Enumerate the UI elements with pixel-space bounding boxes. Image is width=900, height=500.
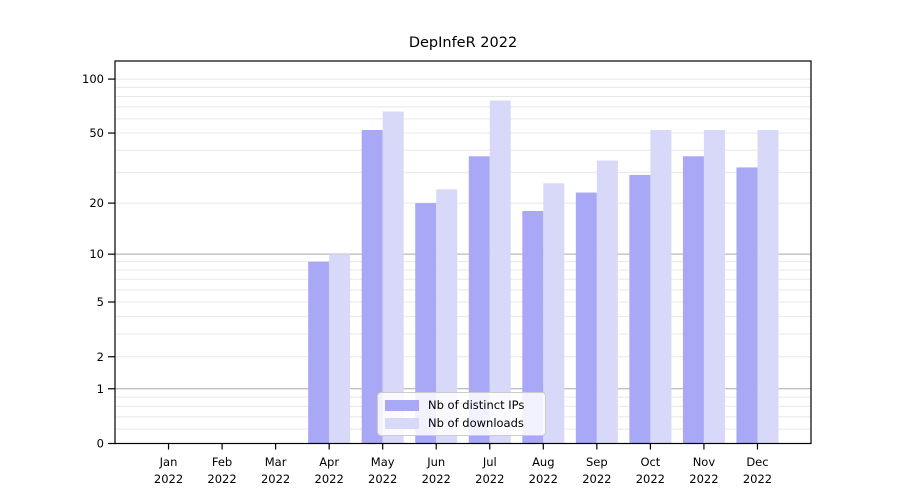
x-tick-label-feb: Feb [212, 455, 232, 469]
bar-nb-of-downloads-jul [489, 100, 511, 444]
y-tick-label-2: 2 [97, 350, 104, 364]
legend-label-distinct-ips: Nb of distinct IPs [428, 398, 525, 412]
bar-nb-of-downloads-aug [543, 183, 565, 444]
bar-nb-of-distinct-ips-apr [308, 261, 330, 444]
x-tick-label-jun: Jun [426, 455, 445, 469]
bar-nb-of-downloads-oct [650, 130, 672, 444]
x-tick-label-year-sep: 2022 [582, 472, 611, 486]
legend-item-downloads: Nb of downloads [385, 416, 538, 430]
bar-nb-of-distinct-ips-dec [736, 167, 758, 444]
legend-item-distinct-ips: Nb of distinct IPs [385, 398, 538, 412]
x-tick-label-year-jun: 2022 [422, 472, 451, 486]
x-tick-label-year-nov: 2022 [689, 472, 718, 486]
bar-nb-of-distinct-ips-may [361, 130, 383, 444]
bar-nb-of-downloads-dec [757, 130, 779, 444]
bars [308, 100, 779, 444]
x-tick-label-year-dec: 2022 [743, 472, 772, 486]
bar-nb-of-distinct-ips-oct [629, 174, 651, 444]
legend-label-downloads: Nb of downloads [428, 416, 524, 430]
x-tick-label-sep: Sep [586, 455, 608, 469]
plot-frame [114, 60, 812, 445]
bar-nb-of-distinct-ips-sep [575, 192, 597, 444]
x-tick-label-apr: Apr [319, 455, 339, 469]
bar-nb-of-downloads-nov [703, 130, 725, 444]
bar-nb-of-distinct-ips-jun [415, 203, 437, 444]
y-axis: 0 1 2 5 10 20 50 100 [82, 72, 115, 451]
bar-nb-of-downloads-may [382, 111, 404, 444]
x-tick-label-year-oct: 2022 [636, 472, 665, 486]
x-tick-label-mar: Mar [265, 455, 287, 469]
y-tick-label-10: 10 [89, 247, 104, 261]
bar-nb-of-downloads-apr [329, 254, 351, 444]
y-tick-label-100: 100 [82, 72, 104, 86]
bar-nb-of-distinct-ips-aug [522, 211, 544, 444]
y-tick-label-20: 20 [89, 196, 104, 210]
legend-swatch-downloads-icon [385, 417, 419, 429]
x-tick-label-year-jan: 2022 [154, 472, 183, 486]
x-tick-label-oct: Oct [640, 455, 660, 469]
x-tick-label-year-feb: 2022 [207, 472, 236, 486]
y-tick-label-0: 0 [97, 437, 104, 451]
bar-nb-of-distinct-ips-nov [682, 156, 704, 444]
x-tick-label-year-may: 2022 [368, 472, 397, 486]
x-tick-label-dec: Dec [746, 455, 768, 469]
x-tick-label-year-apr: 2022 [315, 472, 344, 486]
x-tick-label-aug: Aug [532, 455, 554, 469]
legend: Nb of distinct IPs Nb of downloads [377, 392, 546, 436]
x-tick-label-year-mar: 2022 [261, 472, 290, 486]
y-tick-label-5: 5 [97, 295, 104, 309]
y-tick-label-50: 50 [89, 126, 104, 140]
y-tick-label-1: 1 [97, 382, 104, 396]
x-tick-label-jan: Jan [159, 455, 178, 469]
x-axis: Jan 2022 Feb 2022 Mar 2022 Apr 2022 May 2022 Jun 20… [154, 443, 772, 486]
bar-nb-of-downloads-jun [436, 189, 458, 444]
x-tick-label-year-aug: 2022 [529, 472, 558, 486]
bar-nb-of-downloads-sep [596, 160, 618, 444]
x-tick-label-nov: Nov [693, 455, 716, 469]
x-tick-label-jul: Jul [482, 455, 497, 469]
bar-nb-of-distinct-ips-jul [468, 156, 490, 444]
legend-swatch-distinct-ips-icon [385, 399, 419, 411]
x-tick-label-year-jul: 2022 [475, 472, 504, 486]
x-tick-label-may: May [371, 455, 395, 469]
chart-title: DepInfeR 2022 [408, 35, 518, 51]
